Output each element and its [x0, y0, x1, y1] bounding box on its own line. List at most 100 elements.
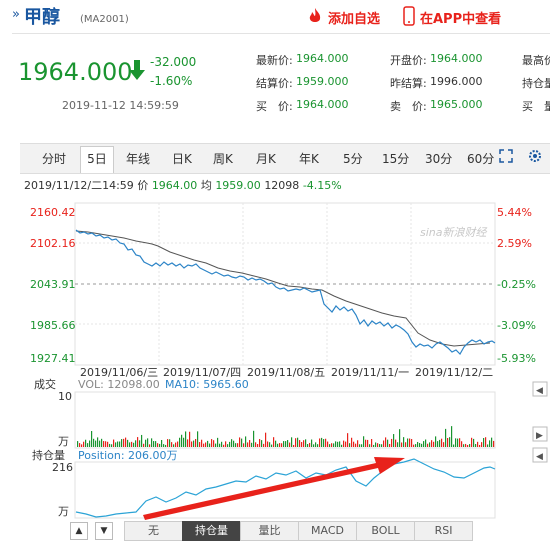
info-avg-label: 均 [200, 179, 212, 192]
tab-weekly-k[interactable]: 周K [213, 152, 233, 166]
volume-bar [359, 444, 361, 447]
volume-bar [341, 444, 343, 447]
y-left-3: 1985.66 [30, 319, 76, 332]
volume-bar [457, 438, 459, 447]
volume-bar [421, 443, 423, 447]
volume-bar [397, 442, 399, 447]
volume-bar [95, 440, 97, 447]
info-volume: 12098 [264, 179, 300, 192]
volume-bar [435, 436, 437, 447]
volume-bar [321, 437, 323, 447]
tab-monthly-k[interactable]: 月K [256, 152, 276, 166]
volume-bar [293, 444, 295, 447]
svg-text:▶: ▶ [536, 431, 543, 441]
tab-fenshi[interactable]: 分时 [42, 152, 67, 166]
y-right-4: -5.93% [497, 352, 536, 365]
hold-unit: 万 [58, 505, 69, 518]
high-label: 最高价 [522, 54, 550, 67]
volume-bar [157, 443, 159, 447]
volume-bar [361, 444, 363, 447]
volume-bar [407, 438, 409, 447]
volume-bar [475, 444, 477, 447]
instrument-code: (MA2001) [80, 14, 129, 25]
tab-5day[interactable]: 5日 [80, 146, 114, 173]
add-favorite-button[interactable]: 添加自选 [328, 12, 381, 27]
fullscreen-icon[interactable] [499, 149, 513, 166]
volume-bar [269, 442, 271, 447]
tab-15min[interactable]: 15分 [382, 152, 410, 166]
latest-label: 最新价: [256, 54, 293, 67]
price-chart[interactable]: sina新浪财经 2160.42 2102.16 2043.91 1985.66… [0, 200, 550, 520]
tab-daily-k[interactable]: 日K [172, 152, 192, 166]
volume-bar [411, 439, 413, 447]
volume-bar [153, 441, 155, 447]
volume-bar [159, 443, 161, 447]
view-in-app-button[interactable]: 在APP中查看 [420, 12, 502, 27]
volume-bar [183, 437, 185, 447]
arrow-down-icon [127, 58, 147, 85]
volume-bar [437, 441, 439, 447]
volume-bar [163, 444, 165, 447]
volume-bar [431, 440, 433, 447]
volume-bar [289, 442, 291, 447]
nav-left-icon[interactable]: ◀ [532, 381, 548, 397]
volume-bar [455, 438, 457, 447]
volume-bar [319, 438, 321, 447]
volume-bar [127, 439, 129, 447]
volume-bar [219, 443, 221, 447]
move-down-button[interactable]: ▼ [95, 522, 113, 540]
volume-bar [225, 441, 227, 447]
tab-30min[interactable]: 30分 [425, 152, 453, 166]
tab-year-line[interactable]: 年线 [126, 152, 151, 166]
volume-bar [229, 441, 231, 447]
volume-bar [489, 440, 491, 447]
volume-bar [339, 441, 341, 447]
indicator-tab-none[interactable]: 无 [124, 521, 183, 541]
volume-bar [107, 441, 109, 447]
tab-5min[interactable]: 5分 [343, 152, 363, 166]
volume-bar [477, 441, 479, 447]
hold-title: 持仓量 [32, 448, 65, 462]
volume-bar [353, 441, 355, 447]
volume-bar [297, 437, 299, 447]
indicator-tab-hold[interactable]: 持仓量 [182, 521, 241, 541]
move-up-button[interactable]: ▲ [70, 522, 88, 540]
volume-bar [373, 444, 375, 447]
volume-bar [109, 443, 111, 447]
x-label-2: 2019/11/08/五 [247, 366, 325, 379]
volume-bar [235, 443, 237, 447]
volume-bar [471, 437, 473, 447]
nav-plus-icon[interactable]: ◀ [532, 447, 548, 463]
volume-bar [217, 437, 219, 447]
volume-text: VOL: 12098.00 [78, 378, 160, 391]
volume-bar [303, 440, 305, 447]
indicator-tab-macd[interactable]: MACD [298, 521, 357, 541]
nav-right-icon[interactable]: ▶ [532, 426, 548, 442]
volume-bar [371, 439, 373, 447]
volume-bar [167, 439, 169, 447]
volume-bar [415, 444, 417, 447]
volume-bar [469, 444, 471, 447]
volume-bar [123, 438, 125, 447]
hold-frame [74, 461, 496, 519]
tab-60min[interactable]: 60分 [467, 152, 495, 166]
ma-text: MA10: 5965.60 [165, 378, 249, 391]
info-pct: -4.15% [302, 179, 342, 192]
volume-bar [481, 442, 483, 447]
indicator-tab-rsi[interactable]: RSI [414, 521, 473, 541]
volume-bar [391, 438, 393, 447]
tab-yearly-k[interactable]: 年K [299, 152, 319, 166]
volume-bar [285, 441, 287, 447]
title-arrow-icon: » [12, 7, 20, 22]
volume-bar [367, 439, 369, 447]
current-price: 1964.000 [18, 58, 133, 86]
volume-bar [111, 444, 113, 447]
volume-bar [245, 436, 247, 447]
settings-gear-icon[interactable] [527, 148, 543, 167]
volume-bar [193, 440, 195, 447]
indicator-tab-volume-ratio[interactable]: 量比 [240, 521, 299, 541]
indicator-tab-boll[interactable]: BOLL [356, 521, 415, 541]
volume-bar [247, 442, 249, 447]
volume-bar [389, 443, 391, 447]
latest-value: 1964.000 [296, 52, 349, 65]
